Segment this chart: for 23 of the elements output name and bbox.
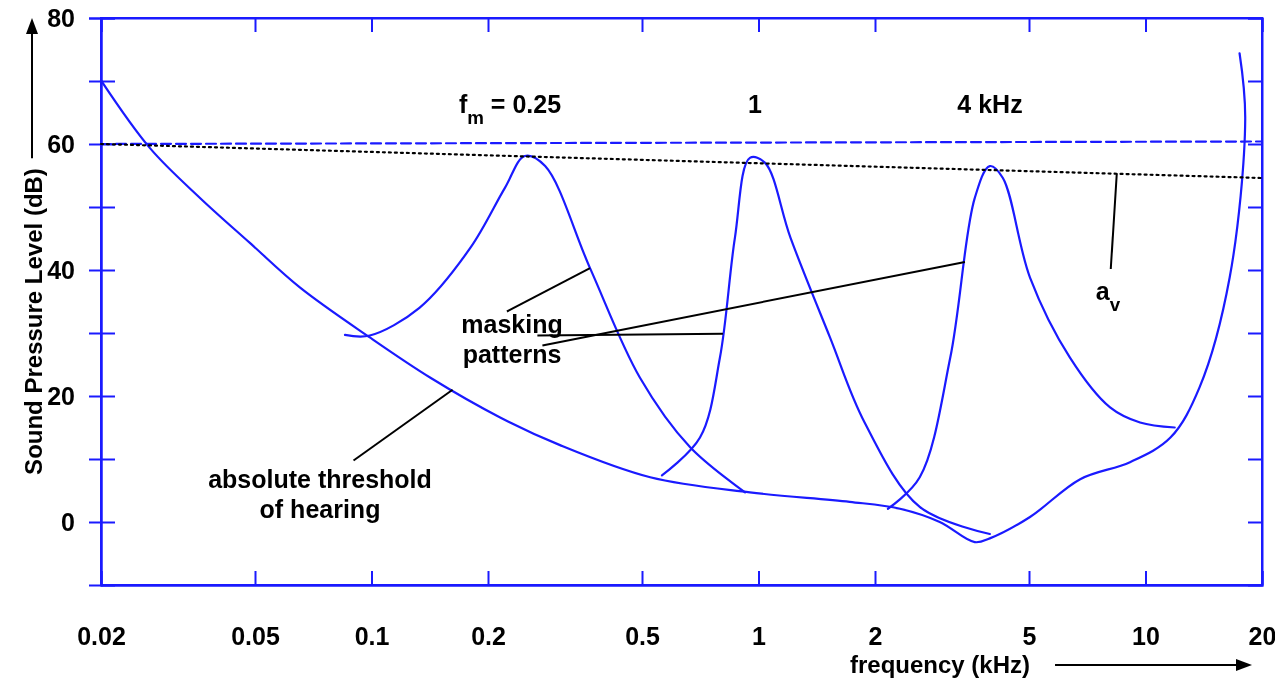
annotation: a$_{v}$ xyxy=(1095,277,1121,315)
y-axis-title: Sound Pressure Level (dB) xyxy=(20,168,47,475)
x-tick-label: 10 xyxy=(1132,621,1160,650)
x-tick-label: 0.5 xyxy=(625,621,660,650)
x-tick-label: 2 xyxy=(868,621,883,650)
y-tick-label: 0 xyxy=(61,507,75,536)
x-axis-title: frequency (kHz) xyxy=(849,651,1031,679)
x-tick-label: 20 xyxy=(1248,621,1275,650)
annotation: absolute threshold of hearing xyxy=(208,464,432,523)
x-tick-label: 0.05 xyxy=(231,621,280,650)
annotation: f$_{m}$ = 0.25 xyxy=(458,90,562,128)
y-tick-label: 80 xyxy=(47,3,75,32)
x-tick-label: 0.2 xyxy=(471,621,506,650)
annotation: 4 kHz xyxy=(957,90,1023,118)
x-tick-label: 0.02 xyxy=(77,621,126,650)
y-tick-label: 20 xyxy=(47,381,75,410)
x-tick-label: 0.1 xyxy=(354,621,390,650)
x-tick-label: 1 xyxy=(752,621,767,650)
y-tick-label: 60 xyxy=(47,129,75,158)
annotation: masking patterns xyxy=(461,309,563,368)
y-tick-label: 40 xyxy=(47,255,75,284)
annotation: 1 xyxy=(748,90,763,118)
x-tick-label: 5 xyxy=(1022,621,1037,650)
